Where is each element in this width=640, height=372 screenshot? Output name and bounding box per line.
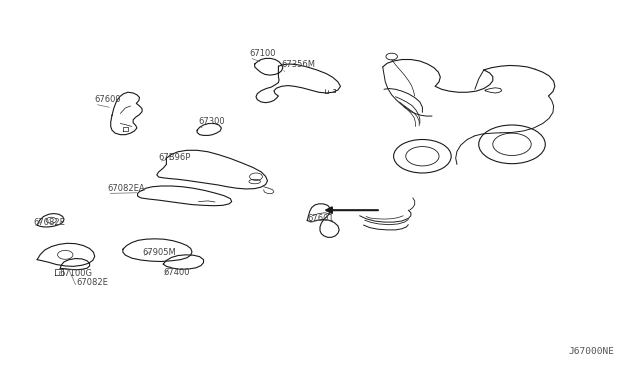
Text: J67000NE: J67000NE [568,347,614,356]
Text: 67100: 67100 [250,49,276,58]
Text: 67600: 67600 [95,95,122,104]
Text: 67400: 67400 [163,268,189,277]
Text: 67082EA: 67082EA [108,185,145,193]
Text: 67905M: 67905M [142,248,176,257]
Text: 67082E: 67082E [77,278,109,287]
Text: 67B96P: 67B96P [159,153,191,162]
Text: 67356M: 67356M [282,60,316,69]
Text: 67601: 67601 [307,214,334,223]
Text: 67100G: 67100G [59,269,92,278]
Text: 67082E: 67082E [33,218,65,227]
Text: 67300: 67300 [198,118,225,126]
